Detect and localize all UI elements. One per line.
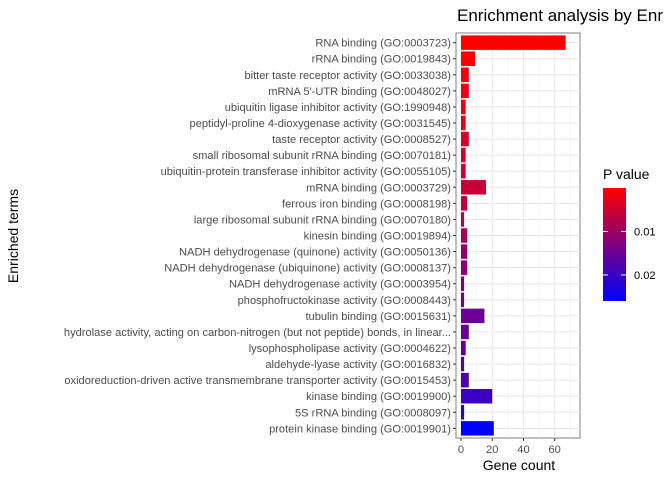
- bar: [461, 372, 469, 388]
- y-tick-label: NADH dehydrogenase activity (GO:0003954): [229, 279, 451, 291]
- legend-colorbar: [603, 188, 626, 301]
- y-tick-label: RNA binding (GO:0003723): [315, 38, 451, 50]
- y-tick-label: mRNA 5'-UTR binding (GO:0048027): [268, 86, 451, 98]
- y-tick-label: ubiquitin ligase inhibitor activity (GO:…: [225, 102, 451, 114]
- bar: [461, 51, 476, 66]
- bar: [461, 308, 485, 324]
- y-tick-label: small ribosomal subunit rRNA binding (GO…: [193, 150, 451, 162]
- y-tick-label: phosphofructokinase activity (GO:0008443…: [238, 295, 451, 307]
- y-tick-label: rRNA binding (GO:0019843): [312, 54, 451, 66]
- y-tick-labels: RNA binding (GO:0003723) rRNA binding (GO…: [64, 38, 456, 435]
- y-tick-label: ferrous iron binding (GO:0008198): [282, 198, 451, 210]
- legend-ticks: 0.01 0.02: [603, 226, 656, 282]
- bar: [461, 83, 469, 99]
- y-tick-label: bitter taste receptor activity (GO:00330…: [244, 70, 451, 82]
- bar: [461, 324, 469, 340]
- y-tick-label: kinase binding (GO:0019900): [306, 391, 451, 403]
- y-tick-label: mRNA binding (GO:0003729): [306, 182, 451, 194]
- bar: [461, 99, 466, 115]
- legend-tick-label: 0.01: [634, 226, 656, 238]
- x-tick-labels: 0 20 40 60: [458, 438, 561, 456]
- bar: [461, 276, 465, 291]
- bar: [461, 388, 493, 404]
- y-tick-label: hydrolase activity, acting on carbon-nit…: [64, 327, 451, 339]
- y-tick-label: taste receptor activity (GO:0008527): [272, 134, 451, 146]
- y-tick-label: 5S rRNA binding (GO:0008097): [295, 407, 451, 419]
- bar: [461, 212, 465, 227]
- bar: [461, 405, 465, 420]
- bar: [461, 421, 494, 436]
- legend-tick-label: 0.02: [634, 270, 656, 282]
- y-tick-label: ubiquitin-protein transferase inhibitor …: [161, 166, 451, 178]
- bars: [461, 35, 566, 436]
- x-tick-label: 0: [458, 444, 464, 456]
- bar: [461, 356, 465, 372]
- x-tick-label: 20: [486, 444, 498, 456]
- bar: [461, 196, 468, 211]
- bar: [461, 115, 466, 131]
- bar: [461, 340, 466, 356]
- y-tick-label: aldehyde-lyase activity (GO:0016832): [265, 359, 451, 371]
- bar: [461, 228, 468, 243]
- bar: [461, 35, 566, 50]
- bar: [461, 131, 469, 147]
- y-tick-label: large ribosomal subunit rRNA binding (GO…: [194, 214, 451, 226]
- y-tick-label: tubulin binding (GO:0015631): [305, 311, 451, 323]
- bar: [461, 163, 466, 179]
- bar: [461, 147, 466, 163]
- x-axis-title: Gene count: [483, 457, 555, 473]
- legend: P value 0.01 0.02: [603, 166, 656, 301]
- y-tick-label: NADH dehydrogenase (ubiquinone) activity…: [164, 263, 451, 275]
- y-tick-label: peptidyl-proline 4-dioxygenase activity …: [190, 118, 451, 130]
- y-axis-title: Enriched terms: [5, 189, 21, 283]
- bar: [461, 244, 468, 259]
- y-tick-label: lysophospholipase activity (GO:0004622): [249, 343, 451, 355]
- bar: [461, 67, 469, 83]
- x-tick-label: 60: [549, 444, 561, 456]
- bar: [461, 260, 468, 275]
- bar: [461, 180, 486, 195]
- y-tick-label: NADH dehydrogenase (quinone) activity (G…: [179, 247, 451, 259]
- y-tick-label: oxidoreduction-driven active transmembra…: [64, 375, 451, 387]
- legend-title: P value: [603, 166, 650, 182]
- y-tick-label: kinesin binding (GO:0019894): [304, 231, 451, 243]
- y-tick-label: protein kinase binding (GO:0019901): [269, 423, 451, 435]
- chart-title: Enrichment analysis by Enr: [457, 6, 663, 25]
- x-tick-label: 40: [517, 444, 529, 456]
- bar: [461, 292, 465, 308]
